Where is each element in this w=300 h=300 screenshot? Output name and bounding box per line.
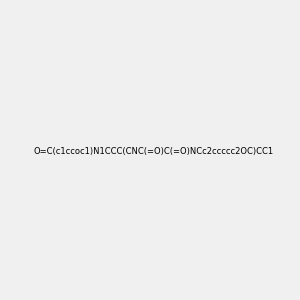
- Text: O=C(c1ccoc1)N1CCC(CNC(=O)C(=O)NCc2ccccc2OC)CC1: O=C(c1ccoc1)N1CCC(CNC(=O)C(=O)NCc2ccccc2…: [34, 147, 274, 156]
